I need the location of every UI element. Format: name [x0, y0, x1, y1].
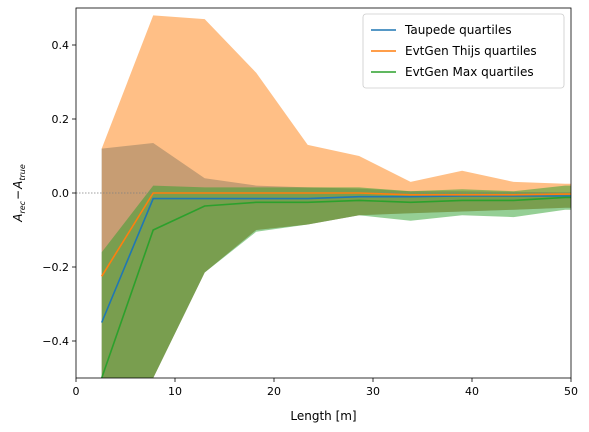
median-line-2: [100, 196, 571, 378]
x-tick-label: 40: [465, 385, 479, 398]
legend-label-2: EvtGen Max quartiles: [405, 65, 534, 79]
quartile-band-2: [101, 185, 571, 378]
y-tick-label: −0.2: [42, 261, 69, 274]
x-tick-label: 50: [564, 385, 578, 398]
y-axis-label-symbol-2: A: [11, 181, 25, 190]
median-line-1: [101, 192, 571, 277]
y-axis-label: Arec−Atrue: [11, 164, 27, 223]
y-tick-label: 0.2: [52, 113, 70, 126]
median-lines: [100, 192, 571, 378]
median-line-0: [100, 195, 571, 323]
legend-label-0: Taupede quartiles: [404, 23, 512, 37]
x-tick-label: 30: [366, 385, 380, 398]
y-axis-label-symbol: A: [11, 214, 25, 223]
x-tick-label: 0: [73, 385, 80, 398]
y-axis-ticks: −0.4 −0.2 0.0 0.2 0.4: [42, 39, 76, 348]
y-tick-label: 0.0: [52, 187, 70, 200]
legend: Taupede quartiles EvtGen Thijs quartiles E…: [362, 13, 565, 89]
legend-label-1: EvtGen Thijs quartiles: [405, 44, 537, 58]
legend-box: [362, 13, 565, 89]
quartile-bands: [101, 15, 571, 378]
y-axis-label-minus: −: [11, 190, 25, 200]
x-tick-label: 10: [168, 385, 182, 398]
x-axis-ticks: 0 10 20 30 40 50: [73, 378, 578, 398]
x-tick-label: 20: [267, 385, 281, 398]
y-tick-label: 0.4: [52, 39, 70, 52]
y-tick-label: −0.4: [42, 335, 69, 348]
y-axis-label-sub-rec: rec: [18, 200, 27, 213]
x-axis-label: Length [m]: [290, 409, 356, 423]
y-axis-label-sub-true: true: [18, 164, 27, 180]
